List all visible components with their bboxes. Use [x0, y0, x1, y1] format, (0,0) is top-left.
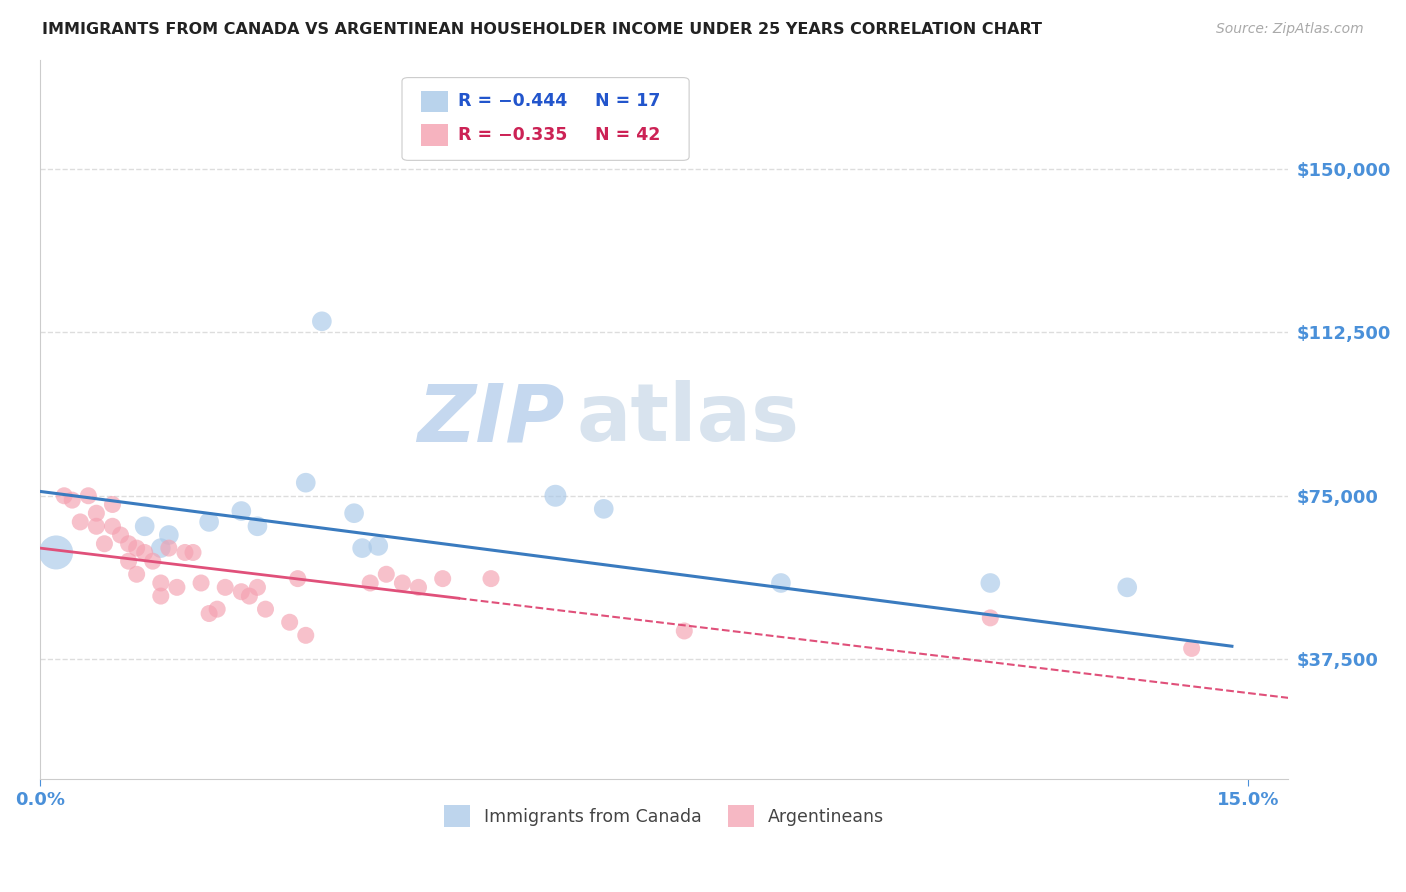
Point: [231, 584, 253, 599]
Point: [343, 506, 366, 520]
Point: [157, 541, 180, 555]
Text: N = 17: N = 17: [596, 93, 661, 111]
Point: [294, 628, 316, 642]
Point: [592, 501, 614, 516]
Point: [673, 624, 696, 638]
Point: [367, 539, 389, 553]
Point: [1116, 580, 1139, 594]
Point: [287, 572, 309, 586]
Point: [408, 580, 430, 594]
Point: [246, 519, 269, 533]
Point: [134, 519, 156, 533]
Point: [198, 607, 221, 621]
Point: [198, 515, 221, 529]
Point: [93, 537, 115, 551]
Point: [278, 615, 301, 630]
Point: [45, 545, 67, 559]
Point: [181, 545, 204, 559]
FancyBboxPatch shape: [402, 78, 689, 161]
Point: [110, 528, 132, 542]
Point: [77, 489, 100, 503]
Point: [60, 493, 83, 508]
Point: [391, 576, 413, 591]
Point: [86, 506, 108, 520]
Point: [101, 498, 124, 512]
Point: [53, 489, 76, 503]
Point: [149, 541, 172, 555]
Point: [359, 576, 381, 591]
Point: [979, 576, 1001, 591]
Text: Source: ZipAtlas.com: Source: ZipAtlas.com: [1216, 22, 1364, 37]
Point: [174, 545, 197, 559]
Point: [205, 602, 228, 616]
Point: [254, 602, 277, 616]
Point: [294, 475, 316, 490]
Point: [166, 580, 188, 594]
Text: atlas: atlas: [576, 380, 800, 458]
Point: [352, 541, 374, 555]
Point: [311, 314, 333, 328]
Point: [231, 504, 253, 518]
Point: [238, 589, 260, 603]
Point: [544, 489, 567, 503]
Bar: [420, 124, 449, 146]
Legend: Immigrants from Canada, Argentineans: Immigrants from Canada, Argentineans: [436, 797, 893, 835]
Point: [375, 567, 398, 582]
Text: N = 42: N = 42: [596, 126, 661, 145]
Point: [246, 580, 269, 594]
Point: [134, 545, 156, 559]
Point: [101, 519, 124, 533]
Point: [149, 576, 172, 591]
Point: [1181, 641, 1204, 656]
Point: [142, 554, 165, 568]
Point: [117, 554, 139, 568]
Point: [117, 537, 139, 551]
Point: [125, 541, 148, 555]
Point: [86, 519, 108, 533]
Point: [149, 589, 172, 603]
Point: [125, 567, 148, 582]
Bar: [420, 91, 449, 112]
Text: IMMIGRANTS FROM CANADA VS ARGENTINEAN HOUSEHOLDER INCOME UNDER 25 YEARS CORRELAT: IMMIGRANTS FROM CANADA VS ARGENTINEAN HO…: [42, 22, 1042, 37]
Point: [979, 611, 1001, 625]
Text: ZIP: ZIP: [418, 380, 564, 458]
Point: [769, 576, 792, 591]
Point: [157, 528, 180, 542]
Point: [69, 515, 91, 529]
Text: R = −0.335: R = −0.335: [458, 126, 568, 145]
Point: [479, 572, 502, 586]
Text: R = −0.444: R = −0.444: [458, 93, 568, 111]
Point: [214, 580, 236, 594]
Point: [432, 572, 454, 586]
Point: [190, 576, 212, 591]
